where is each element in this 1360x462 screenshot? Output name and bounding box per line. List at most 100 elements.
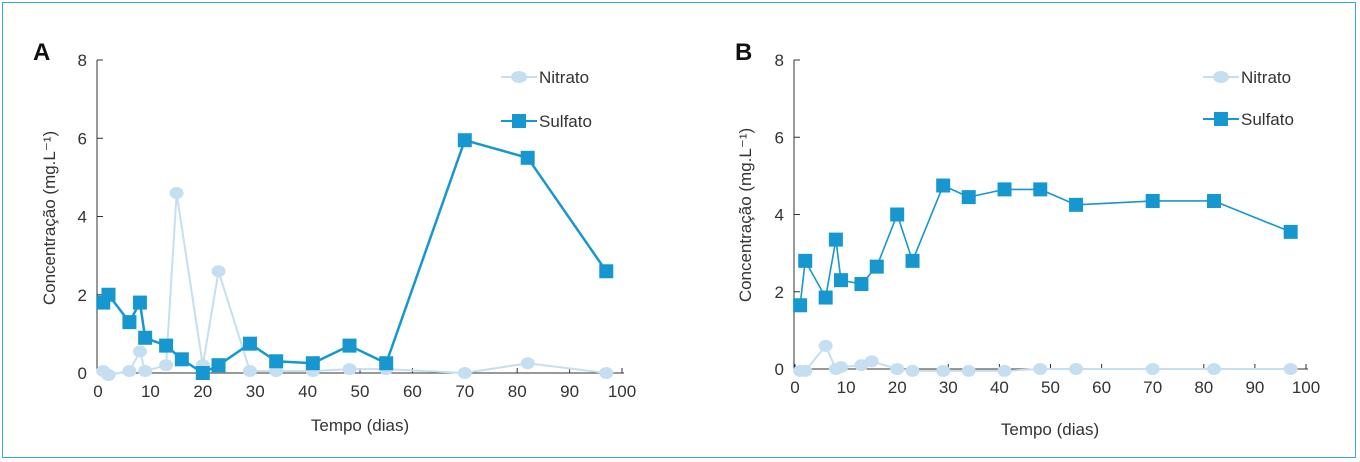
data-point-sulfato bbox=[520, 150, 535, 165]
x-tick-label: 80 bbox=[508, 382, 527, 401]
x-tick-label: 50 bbox=[1041, 378, 1060, 397]
data-point-sulfato bbox=[869, 259, 884, 274]
y-tick-label: 8 bbox=[775, 51, 784, 70]
data-point-sulfato bbox=[122, 315, 137, 330]
legend-marker bbox=[1213, 71, 1229, 83]
data-point-sulfato bbox=[997, 182, 1012, 197]
x-tick-label: 10 bbox=[837, 378, 856, 397]
data-point-nitrato bbox=[833, 361, 848, 374]
data-point-sulfato bbox=[305, 356, 320, 371]
data-point-nitrato bbox=[159, 359, 174, 372]
series-sulfato bbox=[96, 133, 614, 380]
data-point-sulfato bbox=[342, 338, 357, 353]
y-tick-label: 6 bbox=[775, 128, 784, 147]
data-point-nitrato bbox=[818, 339, 833, 352]
data-point-nitrato bbox=[798, 364, 813, 377]
x-tick-label: 60 bbox=[1092, 378, 1111, 397]
x-tick-label: 50 bbox=[351, 382, 370, 401]
legend-label: Nitrato bbox=[539, 68, 589, 87]
legend-entry-sulfato: Sulfato bbox=[501, 112, 592, 131]
data-point-sulfato bbox=[905, 253, 920, 268]
legend-marker bbox=[511, 71, 527, 83]
legend-marker bbox=[512, 114, 526, 128]
data-point-sulfato bbox=[138, 330, 153, 345]
x-tick-label: 100 bbox=[608, 382, 636, 401]
y-axis-title: Concentração (mg.L⁻¹) bbox=[736, 128, 755, 302]
data-point-nitrato bbox=[101, 368, 116, 381]
x-axis-title: Tempo (dias) bbox=[311, 416, 409, 435]
legend-entry-sulfato: Sulfato bbox=[1203, 110, 1294, 129]
legend-marker bbox=[1214, 112, 1228, 126]
x-tick-label: 0 bbox=[790, 378, 799, 397]
y-tick-label: 8 bbox=[78, 51, 87, 70]
data-point-nitrato bbox=[1207, 363, 1222, 375]
data-point-nitrato bbox=[169, 187, 184, 200]
data-point-nitrato bbox=[242, 365, 257, 378]
legend-label: Nitrato bbox=[1241, 68, 1291, 87]
x-tick-label: 10 bbox=[141, 382, 160, 401]
x-axis-title: Tempo (dias) bbox=[1001, 420, 1099, 439]
data-point-sulfato bbox=[132, 295, 147, 310]
data-point-nitrato bbox=[1145, 363, 1160, 375]
y-tick-label: 6 bbox=[78, 129, 87, 148]
data-point-sulfato bbox=[457, 133, 472, 148]
data-point-sulfato bbox=[798, 253, 813, 268]
x-tick-label: 100 bbox=[1292, 378, 1320, 397]
x-tick-label: 90 bbox=[1245, 378, 1264, 397]
panel-label: A bbox=[33, 39, 50, 66]
panel-label: B bbox=[735, 39, 752, 66]
data-point-sulfato bbox=[833, 273, 848, 288]
legend-entry-nitrato: Nitrato bbox=[501, 68, 589, 87]
x-tick-label: 40 bbox=[298, 382, 317, 401]
series-line-sulfato bbox=[102, 138, 608, 375]
legend-entry-nitrato: Nitrato bbox=[1203, 68, 1291, 87]
data-point-nitrato bbox=[138, 365, 153, 378]
data-point-nitrato bbox=[1283, 363, 1298, 375]
data-point-nitrato bbox=[961, 364, 976, 377]
data-point-sulfato bbox=[1033, 182, 1048, 197]
data-point-nitrato bbox=[936, 364, 951, 377]
data-point-sulfato bbox=[379, 356, 394, 371]
data-point-sulfato bbox=[1145, 193, 1160, 208]
data-point-sulfato bbox=[818, 290, 833, 305]
y-tick-label: 4 bbox=[78, 208, 87, 227]
data-point-nitrato bbox=[864, 355, 879, 368]
y-tick-label: 2 bbox=[775, 283, 784, 302]
x-tick-label: 30 bbox=[246, 382, 265, 401]
data-point-nitrato bbox=[890, 363, 905, 375]
data-point-nitrato bbox=[905, 364, 920, 377]
x-tick-label: 20 bbox=[888, 378, 907, 397]
data-point-sulfato bbox=[159, 338, 174, 353]
data-point-sulfato bbox=[195, 366, 210, 380]
legend-label: Sulfato bbox=[1241, 110, 1294, 129]
data-point-sulfato bbox=[793, 298, 808, 313]
data-point-sulfato bbox=[828, 232, 843, 247]
data-point-nitrato bbox=[599, 367, 614, 379]
series-sulfato bbox=[793, 178, 1298, 313]
data-point-sulfato bbox=[174, 352, 189, 367]
x-tick-label: 70 bbox=[455, 382, 474, 401]
data-point-nitrato bbox=[520, 357, 535, 370]
data-point-sulfato bbox=[961, 190, 976, 205]
data-point-nitrato bbox=[122, 365, 137, 378]
data-point-nitrato bbox=[1069, 363, 1084, 375]
x-tick-label: 60 bbox=[403, 382, 422, 401]
y-axis-title: Concentração (mg.L⁻¹) bbox=[40, 131, 59, 305]
data-point-sulfato bbox=[1207, 193, 1222, 208]
x-tick-label: 90 bbox=[560, 382, 579, 401]
data-point-nitrato bbox=[211, 265, 226, 278]
y-tick-label: 2 bbox=[78, 286, 87, 305]
data-point-sulfato bbox=[211, 358, 226, 373]
data-point-sulfato bbox=[599, 264, 614, 279]
data-point-sulfato bbox=[242, 336, 257, 351]
x-tick-label: 70 bbox=[1143, 378, 1162, 397]
data-point-sulfato bbox=[890, 207, 905, 222]
data-point-sulfato bbox=[269, 354, 284, 369]
y-tick-label: 0 bbox=[78, 364, 87, 383]
x-tick-label: 40 bbox=[990, 378, 1009, 397]
data-point-sulfato bbox=[854, 277, 869, 292]
legend-label: Sulfato bbox=[539, 112, 592, 131]
